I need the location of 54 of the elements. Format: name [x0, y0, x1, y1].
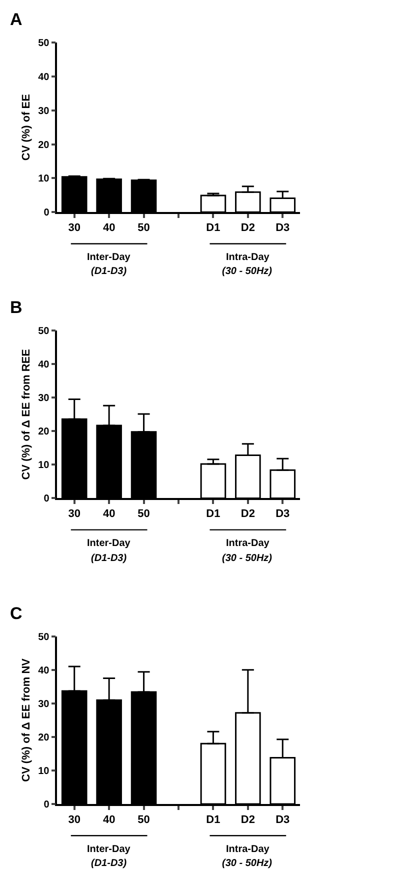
text: Inter-Day [87, 538, 131, 549]
text: (30 - 50Hz) [222, 266, 273, 277]
x-tick-label: D3 [276, 222, 290, 234]
y-tick-label: 20 [38, 426, 50, 438]
x-tick-label: 40 [102, 508, 116, 520]
x-tick-label: 30 [68, 814, 80, 826]
y-tick-label: 10 [38, 460, 50, 472]
y-tick-label: 50 [38, 38, 50, 49]
y-tick-label: 0 [44, 208, 50, 219]
y-axis-title: CV (%) of Δ EE from REE [20, 349, 32, 480]
y-tick-label: 50 [38, 326, 50, 338]
text: Intra-Day [226, 538, 270, 549]
x-tick-label: 40 [102, 222, 116, 234]
x-tick-label: 30 [68, 222, 80, 234]
y-tick-label: 30 [38, 698, 50, 710]
text: (30 - 50Hz) [222, 553, 273, 564]
y-tick-label: 10 [38, 766, 50, 778]
y-tick-label: 0 [44, 800, 50, 811]
text: (D1-D3) [91, 858, 128, 869]
x-tick-label: 50 [138, 814, 150, 826]
y-tick-label: 50 [38, 632, 50, 643]
x-tick-label: 50 [138, 508, 150, 520]
chart-title: B [10, 298, 22, 317]
y-tick-label: 40 [38, 72, 50, 83]
y-tick-label: 20 [38, 140, 50, 151]
x-tick-label: 40 [102, 814, 116, 826]
y-tick-label: 30 [38, 393, 50, 404]
x-tick-label: 30 [68, 508, 80, 520]
x-tick-label: D1 [206, 508, 220, 520]
x-tick-label: 50 [138, 222, 150, 234]
y-axis-title: CV (%) of Δ EE from NV [20, 658, 32, 782]
text: Intra-Day [226, 252, 270, 263]
text: Inter-Day [87, 252, 131, 263]
y-tick-label: 30 [38, 106, 50, 117]
y-tick-label: 10 [38, 174, 50, 185]
x-tick-label: D1 [206, 222, 220, 234]
y-tick-label: 0 [44, 494, 50, 505]
text: (30 - 50Hz) [222, 858, 273, 869]
y-tick-label: 20 [38, 732, 50, 744]
x-tick-label: D1 [206, 814, 220, 826]
x-tick-label: D3 [276, 508, 290, 520]
chart-title: C [10, 604, 22, 623]
y-axis-title: CV (%) of EE [20, 94, 32, 161]
text: Inter-Day [87, 844, 131, 855]
text: (D1-D3) [91, 266, 128, 277]
text: Intra-Day [226, 844, 270, 855]
text: (D1-D3) [91, 553, 128, 564]
y-tick-label: 40 [38, 360, 50, 371]
y-tick-label: 40 [38, 665, 50, 676]
x-tick-label: D2 [240, 222, 255, 234]
chart-title: A [10, 10, 22, 29]
x-tick-label: D3 [276, 814, 290, 826]
x-tick-label: D2 [240, 814, 255, 826]
x-tick-label: D2 [240, 508, 255, 520]
